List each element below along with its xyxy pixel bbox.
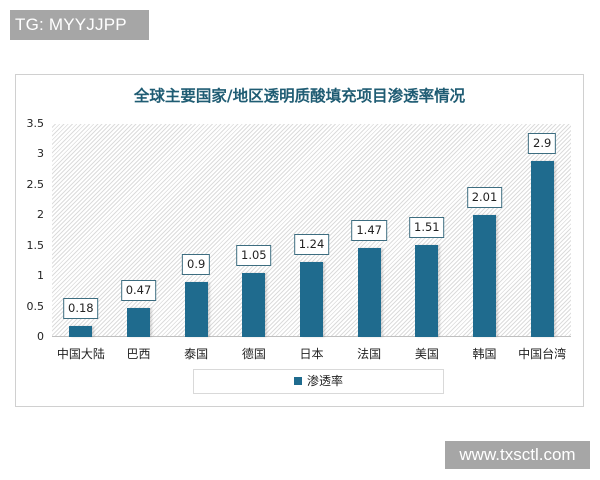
legend-swatch-icon bbox=[293, 377, 302, 385]
y-tick-label: 0 bbox=[37, 330, 44, 343]
data-label: 1.51 bbox=[409, 217, 445, 239]
bar bbox=[530, 160, 554, 337]
bar bbox=[473, 214, 496, 337]
y-tick-label: 2.5 bbox=[26, 177, 45, 191]
bar bbox=[415, 245, 439, 337]
chart-title: 全球主要国家/地区透明质酸填充项目渗透率情况 bbox=[133, 86, 466, 105]
bar bbox=[300, 261, 323, 337]
x-category-label: 美国 bbox=[414, 347, 439, 361]
legend: 渗透率 bbox=[193, 369, 444, 394]
y-tick-label: 1 bbox=[37, 269, 44, 283]
data-label: 2.9 bbox=[528, 132, 557, 154]
watermark-top: TG: MYYJJPP bbox=[10, 10, 149, 40]
y-tick-label: 2 bbox=[37, 208, 44, 222]
data-label: 1.05 bbox=[236, 245, 272, 267]
data-label: 0.9 bbox=[182, 254, 211, 276]
bar bbox=[184, 282, 208, 337]
y-tick-label: 0.5 bbox=[26, 299, 45, 313]
data-label: 2.01 bbox=[466, 186, 503, 208]
x-category-label: 德国 bbox=[241, 347, 266, 361]
data-label: 1.24 bbox=[293, 233, 330, 255]
bar bbox=[127, 308, 150, 337]
watermark-bottom: www.txsctl.com bbox=[445, 441, 590, 469]
x-category-label: 中国台湾 bbox=[518, 347, 567, 361]
x-category-label: 日本 bbox=[299, 347, 324, 361]
bar bbox=[357, 247, 381, 337]
data-label: 0.47 bbox=[120, 280, 157, 302]
x-category-label: 韩国 bbox=[472, 347, 497, 361]
x-category-label: 法国 bbox=[357, 347, 382, 361]
y-tick-label: 3.5 bbox=[26, 117, 45, 130]
bar bbox=[242, 273, 266, 337]
x-category-label: 中国大陆 bbox=[56, 347, 105, 361]
y-tick-label: 3 bbox=[37, 147, 44, 161]
y-tick-label: 1.5 bbox=[26, 238, 45, 252]
bar bbox=[69, 326, 93, 337]
x-category-label: 泰国 bbox=[184, 347, 209, 361]
legend-label: 渗透率 bbox=[306, 374, 343, 388]
data-label: 0.18 bbox=[63, 298, 99, 320]
x-category-label: 巴西 bbox=[126, 347, 151, 361]
data-label: 1.47 bbox=[351, 219, 387, 241]
